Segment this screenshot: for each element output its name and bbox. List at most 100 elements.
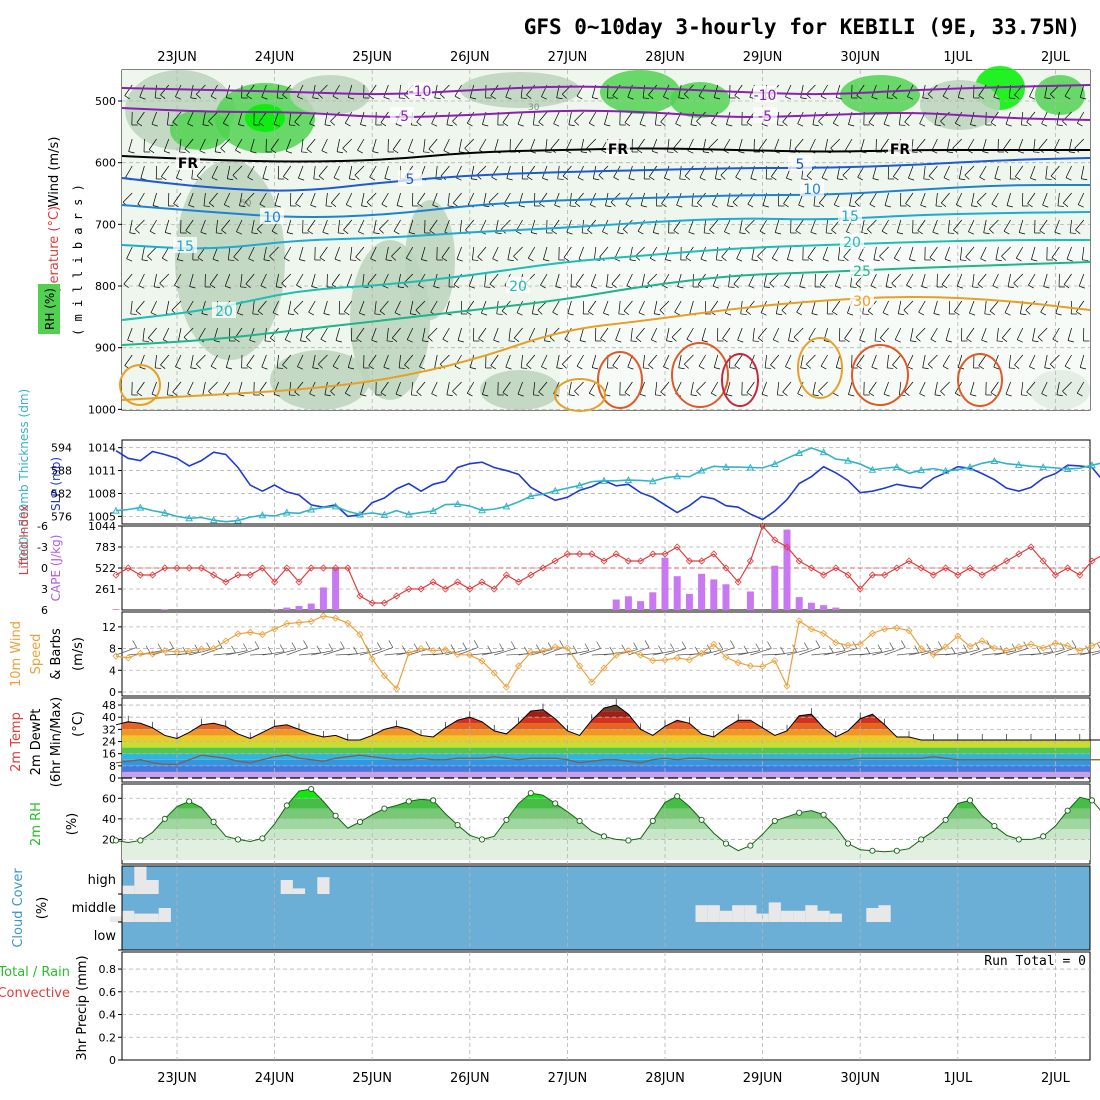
temp-band xyxy=(122,741,1090,748)
wind-barb xyxy=(446,381,450,395)
wind-barb xyxy=(208,192,218,204)
wind-barb xyxy=(258,381,267,393)
wind-barb xyxy=(664,165,670,179)
wind10m-barb xyxy=(957,649,980,656)
wind10m-barb-flag xyxy=(596,641,601,649)
wind-barb-flag xyxy=(162,257,168,262)
wind-barb xyxy=(1027,192,1036,204)
wind-barb xyxy=(996,327,999,341)
wind-barb-flag xyxy=(138,285,145,289)
wind-barb xyxy=(761,381,767,395)
wind-barb xyxy=(501,219,511,230)
lifted-index-point xyxy=(173,564,181,572)
wind-barb-flag xyxy=(372,151,379,154)
thickness-point xyxy=(331,502,340,510)
wind-barb-flag xyxy=(1025,309,1031,315)
wind10m-speed-point xyxy=(929,650,937,659)
wind-barb xyxy=(825,219,828,233)
wind-barb xyxy=(459,219,462,233)
wind-barb xyxy=(1050,354,1060,365)
wind-barb-flag xyxy=(1016,257,1022,262)
wind-barb-flag xyxy=(906,284,912,289)
wind-barb-flag xyxy=(1013,282,1019,288)
wind-barb xyxy=(1042,192,1048,206)
wind10m-barb-flag xyxy=(353,646,358,655)
thickness-tick-label: 594 xyxy=(51,442,72,455)
wind-barb-flag xyxy=(185,230,191,235)
wind-barb xyxy=(507,246,511,260)
wind-barb xyxy=(153,273,157,287)
wind-barb xyxy=(983,219,987,233)
day-label-top: 23JUN xyxy=(157,50,197,65)
wind-barb-flag xyxy=(735,176,742,181)
lifted-index-point xyxy=(929,571,937,579)
wind-barb-flag xyxy=(190,367,197,370)
wind-barb-flag xyxy=(394,312,401,316)
wind-barb-flag xyxy=(922,367,929,370)
wind10m-barb-flag xyxy=(559,640,564,648)
wind-barb xyxy=(1016,327,1024,340)
wind-barb xyxy=(679,165,682,179)
wind-barb xyxy=(660,381,670,393)
isotherm-line xyxy=(121,211,1091,250)
wind-barb-flag xyxy=(507,259,514,262)
wind-barb xyxy=(923,165,926,179)
wind-barb xyxy=(358,219,365,232)
wind-barb-flag xyxy=(1063,284,1070,289)
wind-barb xyxy=(884,192,889,206)
wind-barb-flag xyxy=(147,255,153,261)
wind-barb-flag xyxy=(638,312,645,316)
wind-barb-flag xyxy=(745,228,750,234)
wind-barb xyxy=(431,111,438,124)
wind-barb xyxy=(1080,165,1085,179)
wind-barb-flag xyxy=(490,365,496,370)
wind-barb-flag xyxy=(747,203,754,208)
wind-barb xyxy=(955,192,963,205)
wind-barb xyxy=(1067,327,1072,341)
wind-barb xyxy=(650,327,658,340)
wind-barb xyxy=(872,165,877,179)
warm-contour xyxy=(721,353,759,407)
wind-barb xyxy=(281,273,292,284)
lifted-index-point xyxy=(380,599,388,607)
wind-barb-flag xyxy=(481,312,488,316)
wind-barb-flag xyxy=(526,364,532,369)
wind-barb xyxy=(745,219,755,230)
wind10m-barb xyxy=(811,652,834,656)
wind-barb xyxy=(966,327,975,339)
wind-barb xyxy=(588,111,597,124)
wind-barb xyxy=(263,246,267,260)
wind-barb xyxy=(859,327,865,341)
wind-barb xyxy=(147,246,157,257)
pressure-tick-label: 700 xyxy=(95,218,116,231)
wind10m-speed-point xyxy=(1051,639,1059,647)
wind-barb-flag xyxy=(904,391,910,396)
wind10m-barb-flag xyxy=(804,642,809,650)
wind-barb-flag xyxy=(270,149,277,154)
lifted-index-point xyxy=(868,571,876,579)
wind-barb xyxy=(466,381,475,394)
wind10m-barb-flag xyxy=(815,640,821,648)
wind-barb-flag xyxy=(918,311,925,316)
cloud-label: Cloud Cover xyxy=(11,868,26,948)
axis-tick-label: 1014 xyxy=(88,442,116,455)
wind-barb-flag xyxy=(700,258,707,262)
wind-barb xyxy=(140,165,145,179)
wind-barb-flag xyxy=(800,97,807,100)
wind-barb xyxy=(124,354,133,366)
wind-barb xyxy=(246,354,255,366)
cloud-unit: (%) xyxy=(35,897,50,920)
wind-barb-flag xyxy=(565,150,572,154)
wind-barb xyxy=(142,327,145,341)
wind-barb xyxy=(835,84,841,98)
wind10m-barb xyxy=(1030,651,1053,656)
wind-barb-flag xyxy=(173,203,179,208)
wind-barb xyxy=(1064,354,1072,367)
isotherm-label: -10 xyxy=(409,84,432,100)
wind10m-speed-point xyxy=(576,662,584,670)
wind-barb-flag xyxy=(549,336,555,342)
wind-barb xyxy=(922,84,926,98)
wind-barb xyxy=(785,84,792,97)
wind-barb xyxy=(771,246,780,259)
wind10m-speed-point xyxy=(771,656,779,665)
